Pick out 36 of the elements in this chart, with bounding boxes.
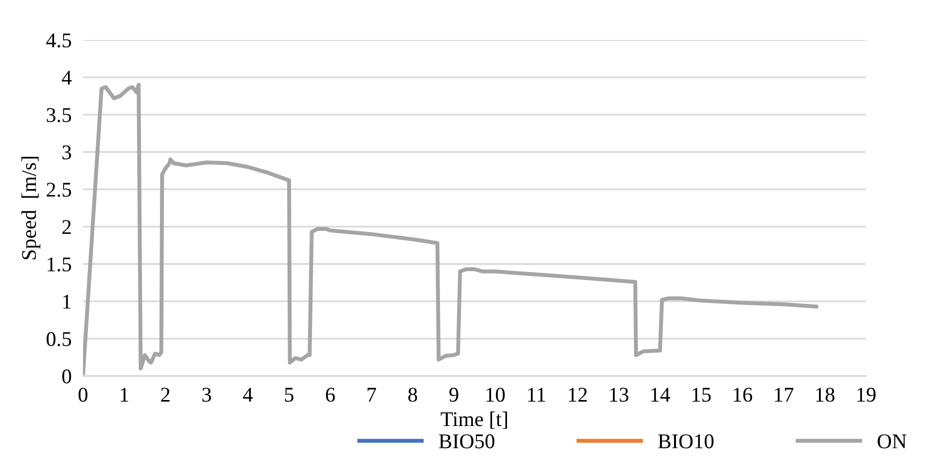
y-tick-label: 0 bbox=[62, 369, 72, 384]
y-tick-label: 4.5 bbox=[46, 34, 72, 48]
x-tick-label: 10 bbox=[486, 388, 505, 402]
x-tick-label: 6 bbox=[326, 388, 335, 402]
legend-label: BIO50 bbox=[439, 434, 494, 448]
x-tick-label: 13 bbox=[610, 388, 628, 402]
x-tick-label: 12 bbox=[568, 388, 587, 402]
x-tick-label: 4 bbox=[243, 388, 253, 402]
y-tick-label: 4 bbox=[62, 70, 72, 85]
x-tick-label: 17 bbox=[774, 388, 794, 402]
x-tick-label: 11 bbox=[528, 388, 546, 402]
x-tick-label: 7 bbox=[368, 388, 376, 402]
x-tick-label: 0 bbox=[78, 388, 88, 402]
x-tick-label: 15 bbox=[692, 388, 711, 402]
y-tick-label: 2.5 bbox=[46, 182, 72, 197]
legend-label: ON bbox=[878, 434, 906, 448]
legend-label: BIO10 bbox=[658, 434, 714, 448]
y-tick-label: 2 bbox=[62, 220, 71, 234]
x-tick-label: 3 bbox=[202, 388, 212, 402]
x-tick-label: 5 bbox=[285, 388, 294, 402]
y-axis-title: Speed [m/s] bbox=[21, 156, 40, 260]
x-tick-label: 1 bbox=[120, 388, 128, 402]
x-tick-label: 18 bbox=[816, 388, 834, 402]
x-tick-label: 9 bbox=[449, 388, 458, 402]
x-axis-title: Time [t] bbox=[440, 412, 508, 429]
x-tick-label: 16 bbox=[734, 388, 752, 402]
y-tick-label: 3 bbox=[62, 145, 72, 160]
y-tick-label: 1.5 bbox=[48, 257, 72, 272]
y-tick-label: 1 bbox=[63, 294, 71, 309]
x-tick-label: 19 bbox=[857, 388, 876, 402]
x-tick-label: 14 bbox=[651, 388, 670, 402]
line-series bbox=[83, 82, 818, 376]
y-tick-label: 0.5 bbox=[46, 332, 72, 346]
y-tick-label: 3.5 bbox=[46, 108, 72, 122]
x-tick-label: 2 bbox=[161, 388, 170, 402]
x-tick-label: 8 bbox=[408, 388, 418, 402]
